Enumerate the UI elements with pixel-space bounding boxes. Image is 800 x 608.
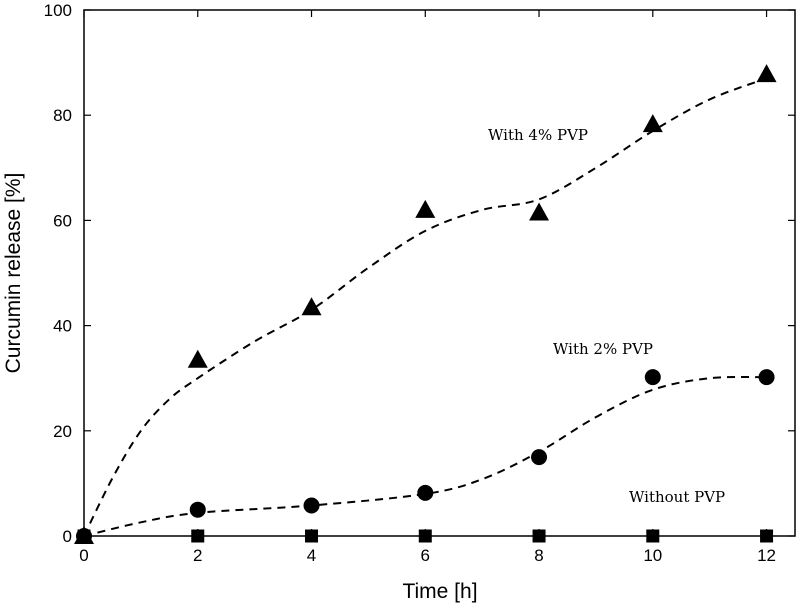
data-point-square	[305, 529, 319, 543]
data-point-circle	[189, 501, 206, 518]
y-axis-title: Curcumin release [%]	[2, 173, 25, 374]
data-point-triangle	[187, 349, 208, 368]
data-points	[74, 64, 777, 544]
y-tick-label: 20	[53, 422, 72, 441]
data-point-triangle	[301, 297, 322, 316]
y-tick-label: 0	[63, 527, 72, 546]
annotation-with-2-pvp: With 2% PVP	[553, 340, 653, 358]
data-point-triangle	[642, 114, 663, 133]
annotation-with-4-pvp: With 4% PVP	[488, 126, 588, 144]
data-point-triangle	[415, 199, 436, 218]
plot-frame	[83, 9, 796, 537]
data-point-square	[532, 529, 546, 543]
data-point-circle	[644, 369, 661, 386]
y-tick-label: 40	[53, 317, 72, 336]
x-tick-label: 4	[307, 546, 316, 565]
fit-curve-series-1	[83, 375, 767, 537]
x-tick-label: 8	[534, 546, 543, 565]
annotation-without-pvp: Without PVP	[629, 488, 725, 506]
x-tick-label: 6	[421, 546, 430, 565]
x-tick-label: 2	[193, 546, 202, 565]
data-point-circle	[303, 497, 320, 514]
x-axis-ticks: 0 2 4 6 8 10 12	[79, 10, 776, 565]
data-point-square	[77, 529, 91, 543]
data-point-circle	[758, 369, 775, 386]
data-point-square	[646, 529, 660, 543]
x-tick-label: 0	[79, 546, 88, 565]
data-point-triangle	[529, 202, 550, 221]
data-point-circle	[417, 484, 434, 501]
data-point-square	[760, 529, 774, 543]
fit-curves	[83, 77, 767, 537]
y-tick-label: 100	[44, 1, 72, 20]
fit-curve-series-0	[83, 77, 767, 537]
y-tick-label: 80	[53, 106, 72, 125]
y-tick-label: 60	[53, 211, 72, 230]
x-tick-label: 10	[643, 546, 662, 565]
data-point-square	[191, 529, 205, 543]
y-axis-ticks: 0 20 40 60 80 100	[44, 1, 795, 546]
x-tick-label: 12	[757, 546, 776, 565]
x-axis-title: Time [h]	[402, 580, 477, 603]
data-point-square	[418, 529, 432, 543]
data-point-triangle	[756, 64, 777, 83]
data-point-circle	[531, 449, 548, 466]
